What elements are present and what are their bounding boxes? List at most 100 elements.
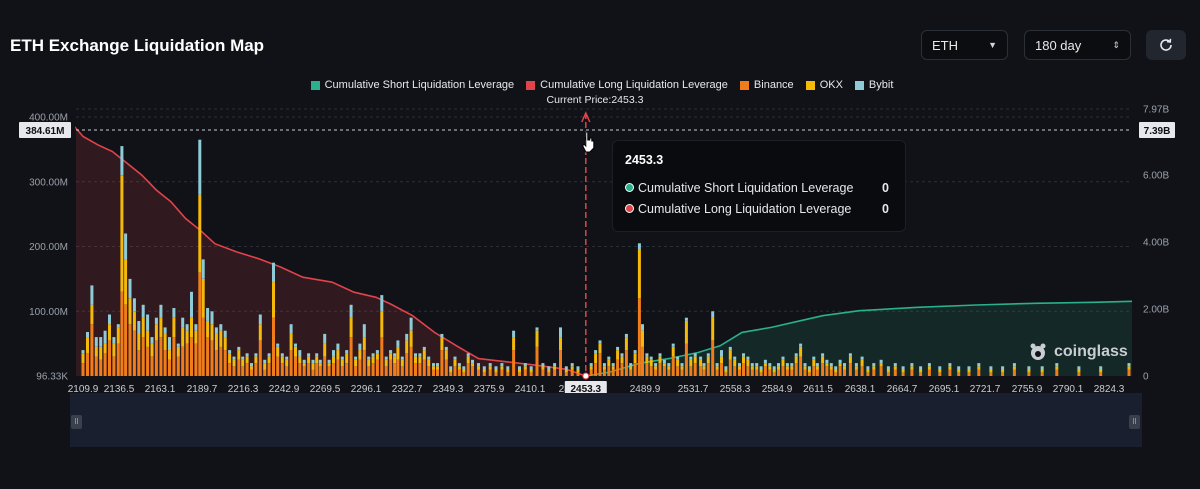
bar-segment-okx [654, 366, 658, 370]
bar-segment-binance [206, 337, 210, 376]
bar-segment-binance [112, 356, 116, 376]
legend-item-bybit[interactable]: Bybit [854, 79, 893, 91]
bar-segment-okx [323, 343, 327, 357]
bar-segment-binance [637, 298, 641, 376]
bar-segment-bybit [518, 366, 521, 370]
bar-segment-okx [803, 366, 807, 370]
bar-segment-okx [658, 356, 662, 364]
bar-segment-bybit [547, 366, 551, 370]
bar-segment-okx [340, 359, 344, 367]
bar-segment-okx [602, 366, 606, 370]
bar-segment-bybit [137, 321, 141, 334]
bar-segment-okx [733, 359, 737, 367]
bar-segment-bybit [676, 356, 680, 360]
legend-item-short[interactable]: Cumulative Short Liquidation Leverage [310, 79, 514, 91]
bar-segment-bybit [919, 366, 923, 370]
bar-segment-okx [232, 359, 236, 367]
bar-segment-okx [879, 363, 883, 367]
scroller-right-handle[interactable]: II [1129, 415, 1140, 429]
bar-segment-bybit [81, 350, 85, 354]
bar-segment-bybit [781, 356, 785, 360]
bar-segment-bybit [967, 366, 971, 370]
bar-segment-binance [315, 363, 319, 376]
legend-item-okx[interactable]: OKX [805, 79, 843, 91]
bar-segment-bybit [872, 363, 876, 367]
bar-segment-bybit [838, 359, 842, 363]
x-tick-label: 2558.3 [720, 384, 751, 395]
bar-segment-binance [645, 363, 649, 376]
bar-segment-okx [989, 369, 993, 373]
bar-segment-okx [371, 356, 375, 364]
x-tick-label: 2638.1 [845, 384, 876, 395]
bar-segment-binance [624, 350, 628, 376]
bar-segment-binance [354, 366, 358, 376]
bar-segment-binance [938, 372, 942, 376]
coin-select-value: ETH [932, 37, 958, 53]
bar-segment-bybit [219, 324, 223, 331]
bar-segment-bybit [94, 337, 98, 347]
refresh-icon [1160, 38, 1172, 51]
x-tick-label: 2531.7 [678, 384, 709, 395]
bar-segment-binance [307, 363, 311, 376]
range-select[interactable]: 180 day ⇕ [1024, 30, 1131, 60]
bar-segment-binance [294, 356, 297, 376]
bar-segment-bybit [453, 356, 457, 360]
bar-segment-okx [318, 363, 322, 367]
bar-segment-okx [948, 366, 952, 370]
bar-segment-okx [637, 249, 641, 299]
bar-segment-bybit [500, 363, 504, 367]
bar-segment-bybit [168, 337, 171, 351]
current-price-dot [582, 372, 590, 380]
bar-segment-bybit [763, 359, 767, 363]
scroller-left-handle[interactable]: II [71, 415, 82, 429]
bar-segment-binance [829, 369, 833, 376]
bar-segment-binance [616, 359, 620, 376]
tooltip-value: 0 [882, 201, 889, 216]
refresh-button[interactable] [1146, 30, 1186, 60]
bar-segment-okx [418, 356, 422, 364]
bar-segment-bybit [276, 343, 280, 347]
bar-segment-bybit [198, 139, 202, 195]
bar-segment-okx [103, 343, 107, 354]
bar-segment-okx [807, 369, 811, 373]
bar-segment-bybit [989, 366, 993, 370]
legend-item-binance[interactable]: Binance [739, 79, 794, 91]
bar-segment-binance [872, 369, 876, 376]
bar-segment-binance [132, 330, 136, 376]
bar-segment-okx [146, 330, 150, 347]
bar-segment-binance [345, 363, 349, 376]
bar-segment-binance [518, 372, 521, 376]
bar-segment-okx [154, 324, 158, 341]
bar-segment-binance [768, 369, 772, 376]
bar-segment-okx [799, 346, 803, 357]
bar-segment-okx [181, 327, 185, 347]
bar-segment-okx [772, 369, 776, 373]
bar-segment-binance [477, 369, 480, 376]
legend-item-long[interactable]: Cumulative Long Liquidation Leverage [526, 79, 728, 91]
bar-segment-binance [781, 366, 785, 376]
bar-segment-okx [384, 359, 388, 367]
x-tick-label: 2611.5 [803, 384, 833, 395]
bar-segment-binance [570, 369, 574, 376]
bar-segment-binance [176, 356, 180, 376]
legend-label: Binance [753, 79, 794, 91]
bar-segment-binance [241, 366, 245, 376]
bar-segment-bybit [449, 366, 453, 370]
coin-select[interactable]: ETH ▼ [921, 30, 1008, 60]
bar-segment-okx [500, 366, 504, 370]
bar-segment-binance [462, 372, 466, 376]
bar-segment-okx [201, 278, 205, 318]
bar-segment-binance [81, 363, 85, 376]
range-scroller[interactable] [70, 393, 1142, 447]
bar-segment-binance [327, 366, 331, 376]
bar-segment-okx [598, 343, 602, 354]
bar-segment-binance [755, 369, 759, 376]
coinglass-watermark: coinglass [1028, 342, 1128, 362]
bar-segment-bybit [733, 356, 737, 360]
bar-segment-bybit [977, 363, 981, 367]
bar-segment-binance [198, 272, 202, 376]
bar-segment-binance [825, 366, 829, 376]
bar-segment-binance [311, 369, 315, 376]
bar-segment-okx [815, 366, 819, 370]
bar-segment-okx [194, 330, 198, 344]
